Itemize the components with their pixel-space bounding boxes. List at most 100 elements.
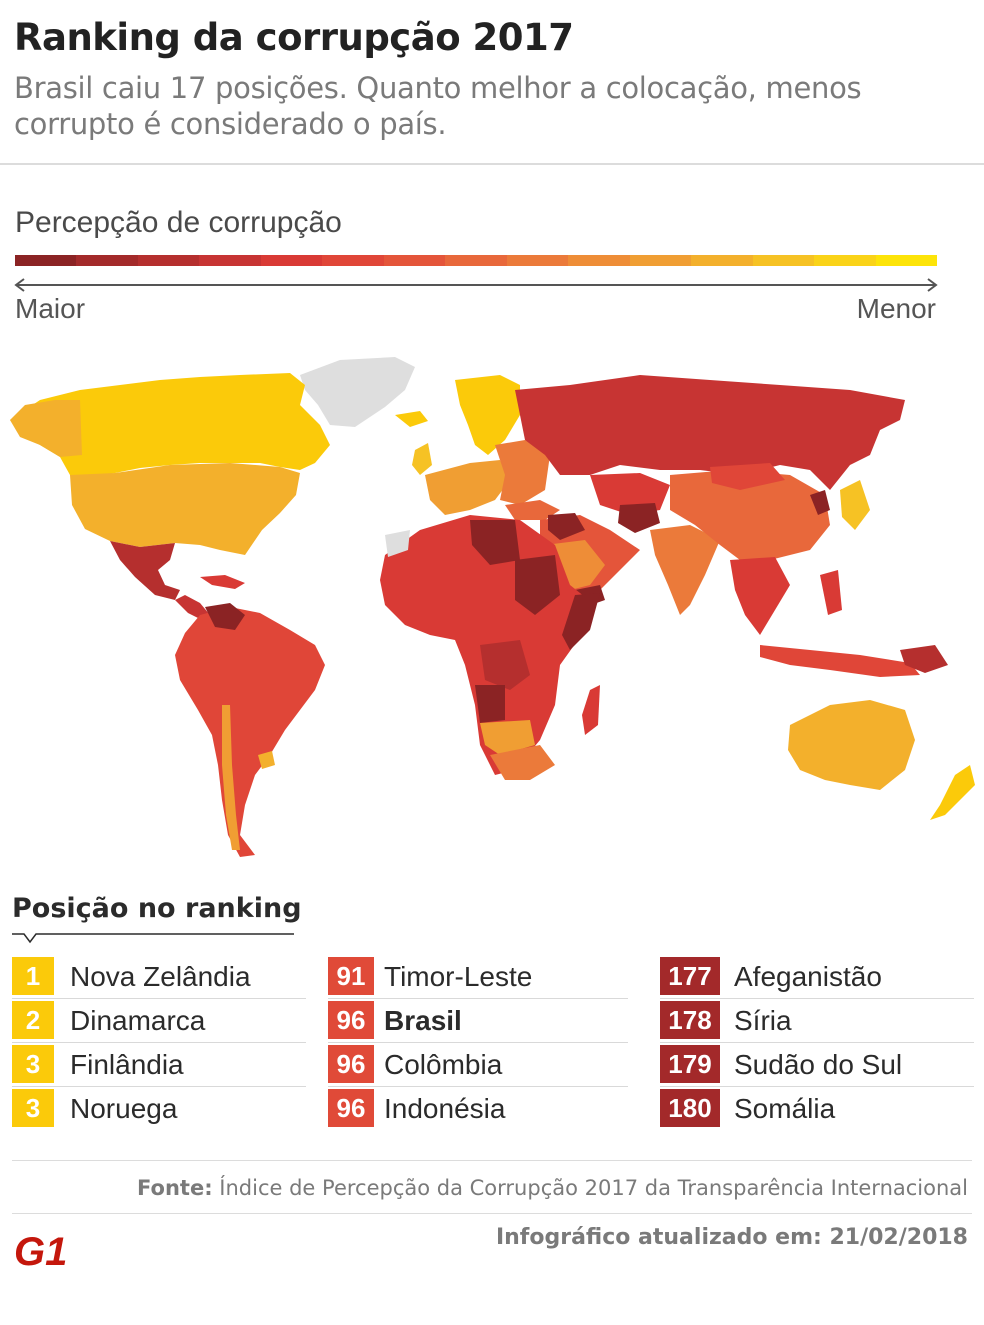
ranking-row: 3 Finlândia xyxy=(12,1043,306,1087)
source-note: Fonte: Índice de Percepção da Corrupção … xyxy=(137,1176,968,1200)
map-png xyxy=(900,645,948,673)
scale-label-right: Menor xyxy=(856,293,936,324)
map-western-sahara xyxy=(385,530,410,557)
source-text: Índice de Percepção da Corrupção 2017 da… xyxy=(219,1176,968,1200)
ranking-row: 96 Colômbia xyxy=(328,1043,628,1087)
rank-badge: 96 xyxy=(328,1045,374,1083)
map-south-america xyxy=(175,607,325,857)
map-somalia xyxy=(562,593,600,650)
ranking-row: 177 Afeganistão xyxy=(660,955,974,999)
rank-badge: 2 xyxy=(12,1001,54,1039)
map-congo xyxy=(480,640,530,690)
country-name: Indonésia xyxy=(384,1093,506,1124)
page-subtitle: Brasil caiu 17 posições. Quanto melhor a… xyxy=(14,71,862,141)
map-uruguay xyxy=(258,751,275,769)
map-greenland xyxy=(300,357,415,427)
rank-badge: 91 xyxy=(328,957,374,995)
ranking-row: 96 Brasil xyxy=(328,999,628,1043)
rank-badge: 96 xyxy=(328,1089,374,1127)
source-label: Fonte: xyxy=(137,1176,213,1200)
g1-logo: G1 xyxy=(14,1230,67,1269)
header-divider xyxy=(0,163,984,165)
map-usa xyxy=(70,463,300,555)
ranking-row: 179 Sudão do Sul xyxy=(660,1043,974,1087)
map-madagascar xyxy=(582,685,600,735)
ranking-row: 96 Indonésia xyxy=(328,1087,628,1131)
color-scale-bar xyxy=(15,255,938,266)
scale-segment xyxy=(752,255,815,266)
scale-segment xyxy=(76,255,138,266)
rank-badge: 3 xyxy=(12,1089,54,1127)
ranking-column-bottom: 177 Afeganistão 178 Síria 179 Sudão do Sul 180… xyxy=(660,955,974,1131)
rank-badge: 178 xyxy=(660,1001,720,1039)
map-japan xyxy=(840,480,870,530)
map-korea xyxy=(810,490,830,515)
ranking-title-underline xyxy=(12,933,294,944)
country-name: Síria xyxy=(734,1005,792,1036)
map-iceland xyxy=(395,411,428,427)
scale-segment xyxy=(691,255,753,266)
rank-badge: 177 xyxy=(660,957,720,995)
ranking-row: 91 Timor-Leste xyxy=(328,955,628,999)
map-se-asia xyxy=(730,557,790,635)
map-indonesia xyxy=(760,645,920,677)
country-name: Somália xyxy=(734,1093,836,1124)
country-name: Colômbia xyxy=(384,1049,503,1080)
country-name: Brasil xyxy=(384,1005,462,1036)
ranking-row: 180 Somália xyxy=(660,1087,974,1131)
map-china xyxy=(670,470,830,560)
map-namibia-botswana xyxy=(480,720,535,755)
rank-badge: 3 xyxy=(12,1045,54,1083)
scale-segment xyxy=(875,255,938,266)
country-name: Noruega xyxy=(70,1093,178,1124)
scale-segment xyxy=(260,255,323,266)
map-libya xyxy=(470,520,520,565)
scale-segment xyxy=(506,255,569,266)
page-title: Ranking da corrupção 2017 xyxy=(14,16,574,59)
scale-segment xyxy=(322,255,384,266)
map-alaska xyxy=(10,400,82,457)
rank-badge: 180 xyxy=(660,1089,720,1127)
updated-note: Infográfico atualizado em: 21/02/2018 xyxy=(495,1225,968,1250)
country-name: Nova Zelândia xyxy=(70,961,251,992)
map-russia xyxy=(515,375,905,490)
rule-bottom xyxy=(12,1213,972,1214)
scale-segment xyxy=(814,255,876,266)
scale-title: Percepção de corrupção xyxy=(15,206,342,239)
ranking-row: 1 Nova Zelândia xyxy=(12,955,306,999)
scale-segment xyxy=(568,255,630,266)
ranking-row: 178 Síria xyxy=(660,999,974,1043)
map-sudan xyxy=(515,555,560,615)
map-canada xyxy=(10,373,330,477)
rank-badge: 1 xyxy=(12,957,54,995)
country-name: Dinamarca xyxy=(70,1005,206,1036)
country-name: Timor-Leste xyxy=(384,961,533,992)
country-name: Finlândia xyxy=(70,1049,184,1080)
map-scandinavia xyxy=(455,375,520,455)
map-india xyxy=(650,525,720,615)
map-east-europe xyxy=(495,440,550,505)
ranking-title: Posição no ranking xyxy=(12,893,302,924)
ranking-column-top: 1 Nova Zelândia 2 Dinamarca 3 Finlândia 3 Norue… xyxy=(12,955,306,1131)
map-afghanistan xyxy=(618,503,660,533)
g1-logo-text: G1 xyxy=(14,1230,67,1269)
map-uk xyxy=(412,443,432,475)
map-venezuela xyxy=(205,603,245,630)
rule-footer xyxy=(12,1160,972,1161)
map-mongolia xyxy=(710,463,785,490)
rank-badge: 96 xyxy=(328,1001,374,1039)
map-turkey xyxy=(505,500,560,520)
map-mexico xyxy=(110,541,180,600)
map-south-africa xyxy=(490,745,555,780)
scale-segment xyxy=(383,255,446,266)
country-name: Afeganistão xyxy=(734,961,882,992)
scale-label-left: Maior xyxy=(15,293,86,324)
world-map xyxy=(10,357,975,857)
scale-segment xyxy=(15,255,77,266)
map-new-zealand xyxy=(930,765,975,820)
map-west-europe xyxy=(425,460,510,515)
ranking-row: 3 Noruega xyxy=(12,1087,306,1131)
map-chile xyxy=(222,705,240,850)
ranking-column-middle: 91 Timor-Leste 96 Brasil 96 Colômbia 96 Indonés… xyxy=(328,955,628,1131)
scale-segment xyxy=(445,255,507,266)
